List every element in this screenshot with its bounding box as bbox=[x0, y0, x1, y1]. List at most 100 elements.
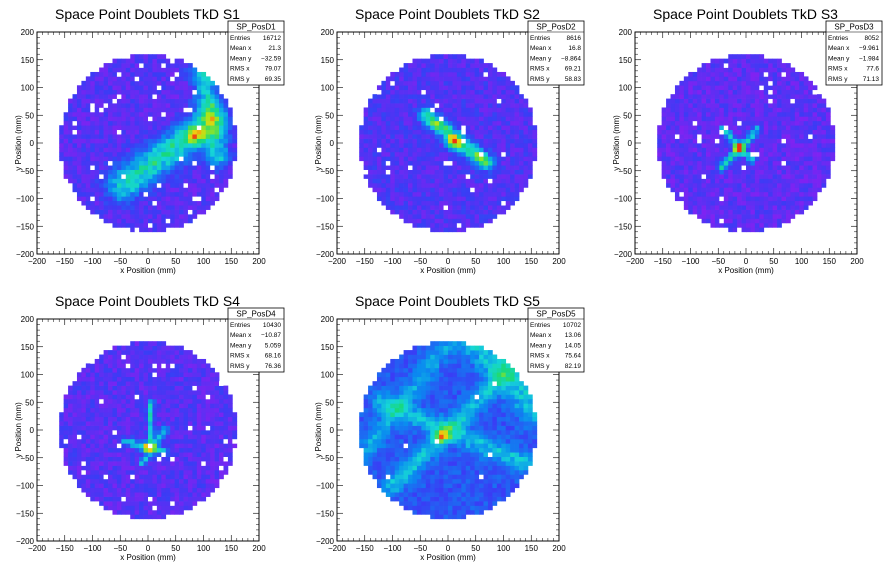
heatmap-cell bbox=[817, 138, 822, 144]
heatmap-cell bbox=[479, 71, 484, 77]
heatmap-cell bbox=[134, 174, 140, 179]
heatmap-cell bbox=[754, 182, 760, 188]
heatmap-cell bbox=[108, 71, 113, 77]
heatmap-cell bbox=[81, 169, 87, 175]
heatmap-cell bbox=[416, 187, 422, 193]
x-axis-label: x Position (mm) bbox=[718, 266, 774, 275]
heatmap-cell bbox=[139, 447, 144, 453]
heatmap-cell bbox=[723, 218, 729, 224]
heatmap-cell bbox=[376, 160, 382, 166]
heatmap-cell bbox=[134, 363, 140, 369]
heatmap-cell bbox=[812, 94, 818, 99]
heatmap-cell bbox=[90, 390, 96, 395]
heatmap-cell bbox=[116, 76, 122, 82]
heatmap-cell bbox=[439, 107, 444, 113]
heatmap-cell bbox=[408, 103, 413, 108]
histogram-svg-s2: Space Point Doublets TkD S2−200 −150 −100−… bbox=[314, 6, 585, 275]
heatmap-cell bbox=[130, 341, 136, 346]
heatmap-cell bbox=[152, 129, 158, 135]
heatmap-cell bbox=[85, 191, 91, 197]
heatmap-cell bbox=[706, 160, 711, 166]
heatmap-cell bbox=[723, 147, 729, 153]
heatmap-cell bbox=[746, 63, 751, 68]
heatmap-cell bbox=[456, 138, 462, 144]
heatmap-cell bbox=[817, 169, 822, 175]
heatmap-cell bbox=[768, 120, 773, 126]
heatmap-cell bbox=[768, 182, 773, 188]
heatmap-cell bbox=[376, 143, 382, 148]
heatmap-cell bbox=[759, 156, 765, 162]
heatmap-cell bbox=[183, 151, 189, 157]
x-axis: −200 −150 −100 −50 0 50 100 150 200 bbox=[28, 32, 266, 266]
heatmap-cell bbox=[759, 76, 765, 82]
heatmap-cell bbox=[519, 156, 524, 162]
heatmap-cell bbox=[90, 434, 96, 440]
heatmap-cell bbox=[777, 94, 782, 99]
heatmap-cell bbox=[461, 218, 467, 224]
heatmap-cell bbox=[121, 407, 127, 413]
heatmap-cell bbox=[510, 94, 515, 99]
heatmap-cell bbox=[425, 156, 431, 162]
heatmap-cell bbox=[94, 474, 100, 480]
heatmap-cell bbox=[125, 456, 131, 462]
heatmap-cell bbox=[85, 76, 91, 82]
heatmap-cell bbox=[134, 116, 140, 122]
heatmap-cell bbox=[741, 174, 747, 179]
heatmap-cell bbox=[112, 80, 118, 86]
heatmap-cell bbox=[148, 98, 153, 104]
heatmap-cell bbox=[519, 129, 524, 135]
heatmap-cell bbox=[674, 196, 680, 202]
heatmap-cell bbox=[741, 103, 747, 108]
heatmap-cell bbox=[785, 147, 791, 153]
heatmap-cell bbox=[679, 116, 685, 122]
heatmap-cell bbox=[90, 125, 96, 131]
heatmap-cell bbox=[514, 103, 520, 108]
heatmap-cell bbox=[679, 89, 685, 95]
heatmap-cell bbox=[174, 111, 180, 117]
heatmap-cell bbox=[728, 80, 734, 86]
heatmap-cell bbox=[728, 214, 734, 219]
heatmap-cell bbox=[72, 182, 78, 188]
heatmap-cell bbox=[210, 125, 215, 131]
heatmap-cell bbox=[372, 134, 378, 139]
heatmap-cell bbox=[732, 165, 738, 170]
heatmap-cell bbox=[501, 169, 507, 175]
heatmap-cell bbox=[465, 165, 471, 170]
heatmap-cell bbox=[434, 111, 440, 117]
heatmap-cell bbox=[754, 120, 760, 126]
heatmap-cell bbox=[85, 169, 91, 175]
heatmap-cell bbox=[487, 85, 493, 91]
heatmap-cell bbox=[219, 160, 224, 166]
heatmap-cell bbox=[161, 218, 167, 224]
heatmap-cell bbox=[134, 438, 140, 444]
heatmap-cell bbox=[412, 182, 418, 188]
heatmap-cell bbox=[754, 98, 760, 104]
heatmap-cell bbox=[76, 461, 82, 466]
heatmap-cell bbox=[666, 147, 671, 153]
heatmap-cell bbox=[68, 120, 73, 126]
heatmap-cell bbox=[527, 165, 533, 170]
heatmap-cell bbox=[523, 165, 529, 170]
heatmap-cell bbox=[527, 156, 533, 162]
heatmap-cell bbox=[408, 63, 413, 68]
heatmap-cell bbox=[692, 200, 698, 206]
heatmap-cell bbox=[196, 125, 202, 131]
heatmap-cell bbox=[174, 178, 180, 184]
heatmap-cell bbox=[679, 200, 685, 206]
heatmap-cell bbox=[201, 98, 207, 104]
heatmap-cell bbox=[201, 156, 207, 162]
heatmap-cell bbox=[812, 165, 818, 170]
heatmap-cell bbox=[81, 174, 87, 179]
y-tick-label: −200 bbox=[316, 250, 335, 259]
heatmap-cell bbox=[474, 169, 480, 175]
heatmap-cell bbox=[381, 85, 387, 91]
heatmap-cell bbox=[68, 111, 73, 117]
heatmap-cell bbox=[108, 381, 113, 386]
heatmap-cell bbox=[112, 474, 118, 480]
heatmap-cell bbox=[196, 160, 202, 166]
heatmap-cell bbox=[487, 174, 493, 179]
heatmap-cell bbox=[465, 160, 471, 166]
heatmap-cell bbox=[821, 143, 827, 148]
heatmap-cell bbox=[514, 174, 520, 179]
heatmap-cell bbox=[448, 156, 453, 162]
